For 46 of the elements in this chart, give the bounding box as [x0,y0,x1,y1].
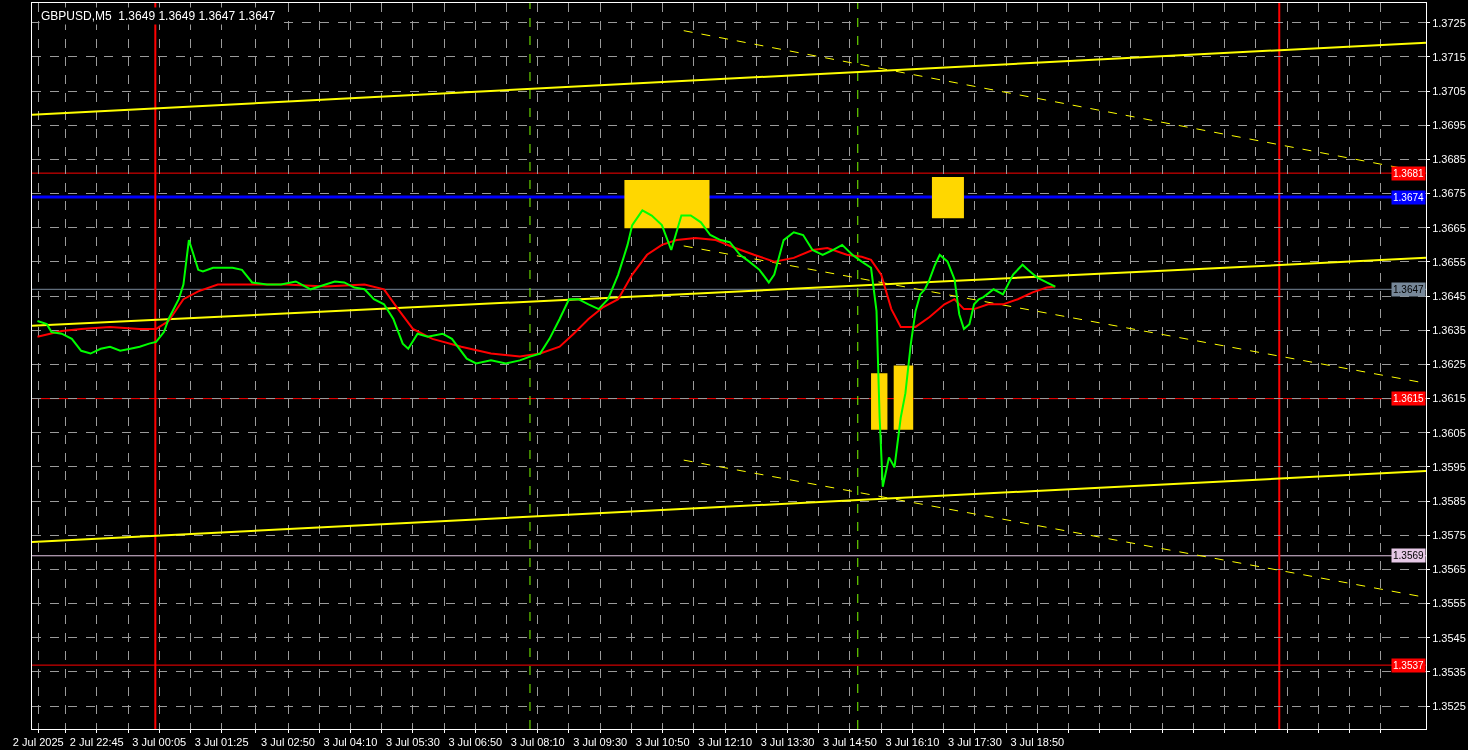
y-tick-label: 1.3545 [1432,631,1466,644]
text: GBPUSD,M5 1.3649 1.3649 1.3647 1.3647 [41,9,276,23]
ref-line-label: 1.3674 [1393,192,1425,203]
y-tick-label: 1.3605 [1432,426,1466,439]
y-tick-label: 1.3675 [1432,187,1466,200]
ref-line-label: 1.3647 [1393,284,1425,295]
y-tick-label: 1.3705 [1432,84,1466,97]
ref-line-label: 1.3569 [1393,550,1425,561]
y-tick-label: 1.3635 [1432,324,1466,337]
y-tick-label: 1.3565 [1432,563,1466,576]
y-tick-label: 1.3645 [1432,289,1466,302]
y-tick-label: 1.3665 [1432,221,1466,234]
x-tick-label: 2 Jul 2025 [12,736,64,749]
y-tick-label: 1.3575 [1432,529,1466,542]
y-tick-label: 1.3595 [1432,460,1466,473]
y-tick-label: 1.3585 [1432,494,1466,507]
ref-line-label: 1.3537 [1393,660,1425,671]
x-tick-label: 3 Jul 09:30 [573,736,628,749]
x-tick-label: 3 Jul 14:50 [823,736,877,749]
y-tick-label: 1.3625 [1432,358,1466,371]
y-tick-label: 1.3655 [1432,255,1466,268]
y-tick-label: 1.3535 [1432,665,1466,678]
line-series [36,209,1057,488]
x-tick-label: 3 Jul 10:50 [635,736,690,749]
x-tick-label: 3 Jul 17:30 [947,736,1002,749]
x-tick-label: 3 Jul 01:25 [194,736,249,749]
x-tick-label: 3 Jul 04:10 [323,736,378,749]
ref-line-label: 1.3615 [1393,393,1425,404]
y-tick-label: 1.3725 [1432,16,1466,29]
x-tick-label: 3 Jul 00:05 [132,736,187,749]
y-tick-label: 1.3695 [1432,119,1466,132]
x-tick-label: 3 Jul 08:10 [510,736,565,749]
y-tick-label: 1.3715 [1432,50,1466,63]
x-tick-label: 3 Jul 18:50 [1010,736,1065,749]
x-tick-label: 3 Jul 13:30 [760,736,815,749]
x-tick-label: 3 Jul 16:10 [885,736,940,749]
x-tick-label: 2 Jul 22:45 [69,736,124,749]
x-tick-label: 3 Jul 05:30 [385,736,440,749]
y-tick-label: 1.3685 [1432,153,1466,166]
y-tick-label: 1.3555 [1432,597,1466,610]
x-tick-label: 3 Jul 12:10 [698,736,753,749]
ref-line-label: 1.3681 [1393,168,1425,179]
y-tick-label: 1.3615 [1432,392,1466,405]
x-tick-label: 3 Jul 02:50 [261,736,315,749]
x-tick-label: 3 Jul 06:50 [448,736,503,749]
y-tick-label: 1.3525 [1432,699,1466,712]
